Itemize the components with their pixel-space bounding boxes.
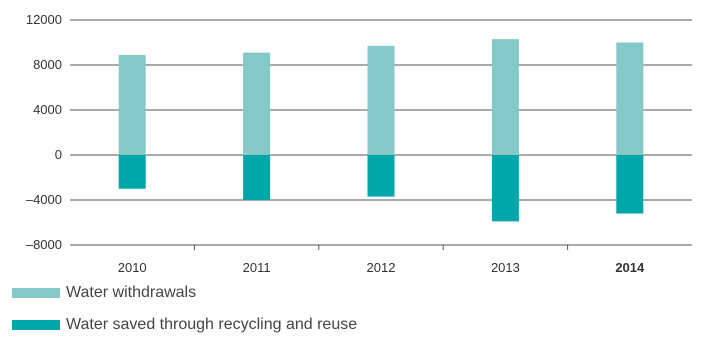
- legend-label-water-saved: Water saved through recycling and reuse: [66, 316, 358, 333]
- bar-water-saved: [118, 155, 146, 189]
- legend-label-water-withdrawals: Water withdrawals: [66, 284, 197, 301]
- x-tick-label: 2013: [491, 260, 520, 275]
- legend: Water withdrawals Water saved through re…: [12, 282, 357, 346]
- bar-water-withdrawals: [118, 54, 146, 155]
- y-axis-tick-labels: 12000 8000 4000 0 –4000 –8000: [26, 12, 62, 252]
- y-tick-label: 4000: [33, 102, 62, 117]
- x-tick-label: 2010: [118, 260, 147, 275]
- bar-water-saved: [491, 155, 519, 222]
- bar-water-saved: [243, 155, 271, 200]
- bars: [118, 39, 644, 222]
- x-tick-label: 2012: [367, 260, 396, 275]
- legend-item-water-saved: Water saved through recycling and reuse: [12, 314, 357, 336]
- x-axis: 2010 2011 2012 2013 2014: [118, 245, 645, 275]
- bar-water-withdrawals: [367, 45, 395, 155]
- bar-water-saved: [616, 155, 644, 214]
- y-tick-label: –4000: [26, 192, 62, 207]
- y-tick-label: 0: [55, 147, 62, 162]
- bar-water-withdrawals: [491, 39, 519, 155]
- y-tick-label: 8000: [33, 57, 62, 72]
- legend-swatch-water-saved: [12, 320, 60, 330]
- legend-swatch-water-withdrawals: [12, 288, 60, 298]
- bar-water-saved: [367, 155, 395, 197]
- y-tick-label: 12000: [26, 12, 62, 27]
- x-tick-label: 2011: [243, 260, 271, 275]
- y-tick-label: –8000: [26, 237, 62, 252]
- x-tick-label: 2014: [615, 260, 645, 275]
- legend-item-water-withdrawals: Water withdrawals: [12, 282, 357, 304]
- bar-water-withdrawals: [616, 42, 644, 155]
- bar-water-withdrawals: [243, 52, 271, 155]
